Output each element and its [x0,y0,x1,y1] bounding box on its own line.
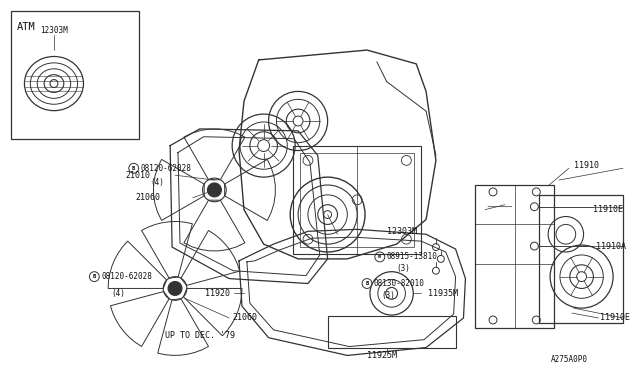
Text: 11920: 11920 [205,289,230,298]
Text: A275A0P0: A275A0P0 [551,355,588,364]
Text: 11910A: 11910A [596,241,627,251]
Bar [540,195,623,323]
Text: 08130-82010: 08130-82010 [374,279,425,288]
Text: (3): (3) [397,264,410,273]
Text: 11910E: 11910E [593,205,623,214]
Text: 08120-62028: 08120-62028 [101,272,152,281]
Circle shape [168,282,182,295]
Text: (3): (3) [382,291,396,300]
Bar [300,153,414,247]
Text: W: W [378,254,381,259]
Text: 08915-13810: 08915-13810 [387,253,438,262]
Text: 21060: 21060 [136,193,161,202]
Text: 21060: 21060 [232,314,257,323]
Text: 11925M: 11925M [367,351,397,360]
Text: B: B [365,281,369,286]
Text: 08120-62028: 08120-62028 [141,164,191,173]
Circle shape [207,183,221,197]
Text: (4): (4) [111,289,125,298]
Text: 11910: 11910 [573,161,599,170]
Bar [476,185,554,328]
Bar [11,11,139,139]
Text: B: B [93,274,96,279]
Bar [293,145,421,254]
Text: 12303M: 12303M [40,26,68,35]
Text: (4): (4) [150,177,164,187]
Text: ATM: ATM [17,22,35,32]
Bar [328,316,456,347]
Text: UP TO DEC. '79: UP TO DEC. '79 [165,331,236,340]
Text: 12303M: 12303M [387,227,417,236]
Text: 21010: 21010 [126,171,151,180]
Text: 11935M: 11935M [428,289,458,298]
Text: B: B [132,166,135,171]
Text: 11910E: 11910E [600,314,630,323]
